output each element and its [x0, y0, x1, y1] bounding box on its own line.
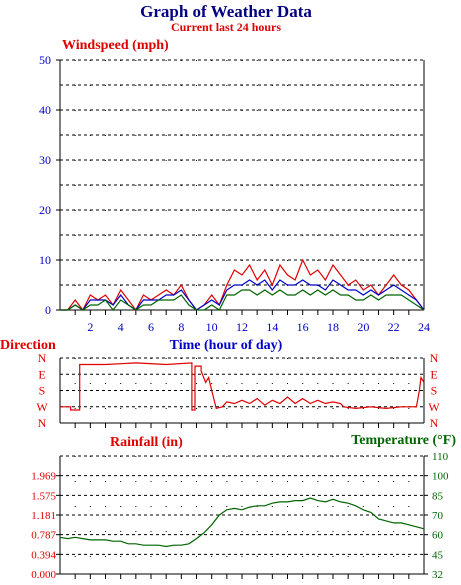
temperature-y-tick-label: 110 — [432, 451, 449, 463]
direction-left-label: S — [39, 384, 46, 398]
direction-left-label: N — [38, 351, 47, 365]
direction-right-label: N — [430, 416, 439, 430]
temperature-y-tick-label: 100 — [432, 471, 449, 483]
temperature-y-tick-label: 45 — [432, 549, 444, 561]
windspeed-series-3 — [60, 289, 425, 311]
windspeed-y-tick-label: 20 — [39, 203, 51, 217]
windspeed-series-2 — [60, 279, 425, 311]
temperature-y-tick-label: 70 — [432, 510, 444, 522]
temperature-y-tick-label: 60 — [432, 530, 444, 542]
time-tick-label: 22 — [388, 320, 400, 334]
windspeed-y-tick-label: 10 — [39, 253, 51, 267]
rainfall-y-tick-label: 1.969 — [31, 471, 56, 483]
rainfall-y-tick-label: 1.575 — [31, 490, 56, 502]
temperature-title: Temperature (°F) — [351, 433, 456, 448]
time-tick-label: 18 — [327, 320, 339, 334]
time-tick-label: 4 — [118, 320, 124, 334]
time-tick-label: 6 — [148, 320, 154, 334]
time-tick-label: 12 — [236, 320, 248, 334]
time-tick-label: 14 — [266, 320, 278, 334]
graph-subtitle: Current last 24 hours — [171, 20, 281, 34]
direction-left-label: E — [38, 367, 45, 381]
time-tick-label: 2 — [87, 320, 93, 334]
time-tick-label: 10 — [206, 320, 218, 334]
temperature-y-tick-label: 32 — [432, 569, 443, 581]
direction-right-label: W — [428, 400, 440, 414]
windspeed-y-tick-label: 50 — [39, 53, 51, 67]
windspeed-y-tick-label: 40 — [39, 103, 51, 117]
direction-right-label: E — [430, 367, 437, 381]
windspeed-y-tick-label: 0 — [45, 303, 51, 317]
rainfall-y-tick-label: 0.394 — [31, 549, 56, 561]
time-axis-label: Time (hour of day) — [170, 338, 283, 353]
windspeed-title: Windspeed (mph) — [62, 38, 169, 53]
direction-series — [60, 362, 425, 411]
direction-left-label: N — [38, 416, 47, 430]
windspeed-series-1 — [60, 258, 425, 312]
direction-right-label: S — [431, 384, 438, 398]
rain-temp-panel: Rainfall (in) Temperature (°F) 0.000 0.39… — [31, 433, 456, 581]
windspeed-panel: Windspeed (mph) Time (hour of day) 0 10 20… — [39, 38, 430, 353]
graph-title: Graph of Weather Data — [140, 2, 312, 21]
rainfall-y-tick-label: 0.787 — [31, 530, 56, 542]
direction-panel: Direction N NW WS SE EN N — [0, 338, 440, 430]
direction-left-label: W — [36, 400, 48, 414]
time-tick-label: 8 — [178, 320, 184, 334]
rainfall-title: Rainfall (in) — [110, 435, 183, 450]
time-tick-label: 20 — [357, 320, 369, 334]
rainfall-y-tick-label: 0.000 — [31, 569, 56, 581]
temperature-series — [59, 497, 425, 548]
rainfall-y-tick-label: 1.181 — [31, 510, 56, 522]
time-tick-label: 24 — [418, 320, 430, 334]
direction-right-label: N — [430, 351, 439, 365]
temperature-y-tick-label: 85 — [432, 490, 444, 502]
time-tick-label: 16 — [297, 320, 309, 334]
windspeed-y-tick-label: 30 — [39, 153, 51, 167]
direction-title: Direction — [0, 338, 56, 353]
